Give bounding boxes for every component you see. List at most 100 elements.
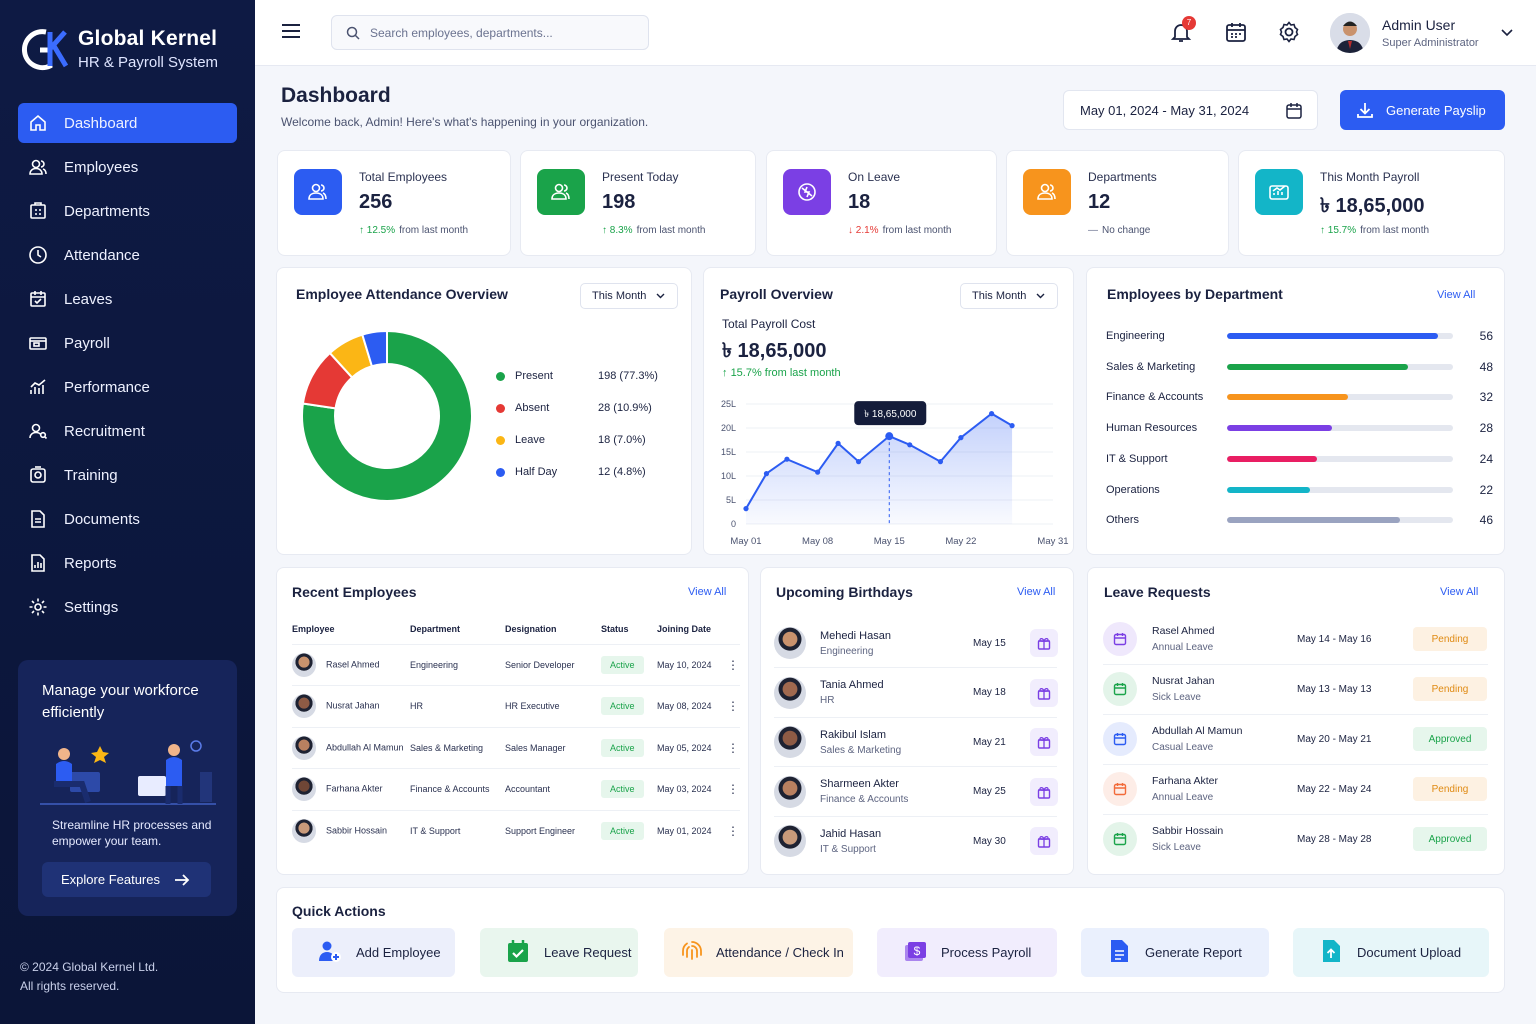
- quick-action-process-payroll[interactable]: $ Process Payroll: [877, 928, 1057, 977]
- send-wish-button[interactable]: [1030, 728, 1058, 756]
- chevron-down-icon: [1501, 29, 1513, 37]
- leave-request-item[interactable]: Sabbir Hossain Sick Leave May 28 - May 28 A…: [1103, 815, 1488, 863]
- page-title: Dashboard: [281, 84, 391, 107]
- send-wish-button[interactable]: [1030, 777, 1058, 806]
- send-wish-button[interactable]: [1030, 678, 1058, 707]
- birthdays-view-all-link[interactable]: View All: [1017, 586, 1056, 598]
- stat-change: — No change: [1088, 225, 1150, 236]
- training-icon: [30, 466, 46, 483]
- department-cell: Finance & Accounts: [410, 768, 505, 810]
- data-point[interactable]: [958, 435, 964, 441]
- sidebar-item-performance[interactable]: Performance: [18, 367, 237, 407]
- sidebar-item-departments[interactable]: Departments: [18, 191, 237, 231]
- departments-icon: [1023, 169, 1071, 215]
- sidebar-item-settings[interactable]: Settings: [18, 587, 237, 627]
- quick-action-add-employee[interactable]: Add Employee: [292, 928, 455, 977]
- stat-change-text: from last month: [1360, 225, 1430, 236]
- home-icon: [30, 114, 46, 131]
- data-point[interactable]: [815, 469, 821, 475]
- leave-request-item[interactable]: Farhana Akter Annual Leave May 22 - May 24…: [1103, 765, 1488, 813]
- send-wish-button[interactable]: [1030, 827, 1058, 855]
- attendance-period-select[interactable]: This Month: [580, 283, 678, 309]
- birthday-person: Jahid Hasan IT & Support: [820, 828, 970, 855]
- payroll-period-select[interactable]: This Month: [960, 283, 1058, 309]
- quick-action-attendance-check-in[interactable]: Attendance / Check In: [664, 928, 853, 977]
- leave-request-item[interactable]: Abdullah Al Mamun Casual Leave May 20 - Ma…: [1103, 715, 1488, 763]
- birthday-date: May 18: [973, 687, 1006, 698]
- table-row[interactable]: Nusrat Jahan HR HR Executive Active May 08, …: [292, 685, 740, 727]
- donut-slice-half-day[interactable]: [361, 330, 388, 368]
- col-header-actions: [727, 614, 740, 644]
- stat-card-departments[interactable]: Departments 12 — No change: [1006, 150, 1229, 256]
- kebab-menu-icon[interactable]: ⋮: [727, 782, 739, 797]
- stat-change-value: 15.7%: [1327, 225, 1357, 236]
- data-point[interactable]: [784, 456, 790, 462]
- recent-view-all-link[interactable]: View All: [688, 586, 727, 598]
- data-point[interactable]: [835, 440, 841, 446]
- data-point[interactable]: [763, 471, 770, 477]
- row-actions: ⋮: [727, 685, 740, 727]
- generate-payslip-button[interactable]: Generate Payslip: [1340, 90, 1505, 130]
- calendar-icon[interactable]: [1224, 20, 1248, 44]
- sidebar-item-attendance[interactable]: Attendance: [18, 235, 237, 275]
- sidebar-item-payroll[interactable]: Payroll: [18, 323, 237, 363]
- search-input[interactable]: Search employees, departments...: [331, 15, 649, 50]
- kebab-menu-icon[interactable]: ⋮: [727, 699, 739, 714]
- send-wish-button[interactable]: [1030, 629, 1058, 657]
- sidebar-item-training[interactable]: Training: [18, 455, 237, 495]
- sidebar-item-employees[interactable]: Employees: [18, 147, 237, 187]
- data-point[interactable]: [907, 442, 913, 448]
- legend-label: Leave: [515, 434, 545, 446]
- data-point[interactable]: [1009, 423, 1015, 429]
- brand-tagline: HR & Payroll System: [78, 54, 219, 71]
- payroll-total-value: ৳ 18,65,000: [722, 340, 827, 362]
- table-row[interactable]: Sabbir Hossain IT & Support Support Engine…: [292, 809, 740, 852]
- birthday-department: Finance & Accounts: [820, 794, 909, 805]
- date-range-picker[interactable]: May 01, 2024 - May 31, 2024: [1063, 90, 1318, 130]
- departments-view-all-link[interactable]: View All: [1437, 289, 1476, 301]
- area-fill: [746, 413, 1013, 524]
- kebab-menu-icon[interactable]: ⋮: [727, 824, 739, 838]
- leave-dates: May 20 - May 21: [1297, 733, 1372, 745]
- menu-icon[interactable]: [281, 23, 301, 39]
- brand[interactable]: Global Kernel HR & Payroll System: [20, 26, 218, 72]
- quick-action-document-upload[interactable]: Document Upload: [1293, 928, 1489, 977]
- data-point[interactable]: [885, 432, 894, 441]
- leave-view-all-link[interactable]: View All: [1440, 586, 1479, 598]
- stat-card-on-leave[interactable]: On Leave 18 ↓ 2.1% from last month: [766, 150, 997, 256]
- quick-action-leave-request[interactable]: Leave Request: [480, 928, 638, 977]
- kebab-menu-icon[interactable]: ⋮: [727, 740, 739, 755]
- quick-action-label: Leave Request: [544, 945, 632, 960]
- leave-request-item[interactable]: Rasel Ahmed Annual Leave May 14 - May 16 Pe…: [1103, 615, 1488, 663]
- data-point[interactable]: [989, 411, 995, 417]
- status-cell: Active: [601, 809, 657, 852]
- payroll-change-text: 15.7% from last month: [730, 367, 841, 379]
- table-row[interactable]: Farhana Akter Finance & Accounts Accountan…: [292, 768, 740, 810]
- quick-action-generate-report[interactable]: Generate Report: [1081, 928, 1269, 977]
- stat-card-total-employees[interactable]: Total Employees 256 ↑ 12.5% from last month: [277, 150, 511, 256]
- data-point[interactable]: [743, 506, 749, 512]
- birthday-name: Tania Ahmed: [820, 679, 884, 691]
- sidebar-item-leaves[interactable]: Leaves: [18, 279, 237, 319]
- data-point[interactable]: [855, 459, 862, 465]
- x-tick-label: May 01: [730, 536, 761, 547]
- leave-request-item[interactable]: Nusrat Jahan Sick Leave May 13 - May 13 Pen…: [1103, 665, 1488, 713]
- arrow-up-icon: ↑: [1320, 225, 1328, 236]
- stat-card-present-today[interactable]: Present Today 198 ↑ 8.3% from last month: [520, 150, 756, 256]
- kebab-menu-icon[interactable]: ⋮: [727, 657, 739, 672]
- sidebar-item-reports[interactable]: Reports: [18, 543, 237, 583]
- stat-card-monthly-payroll[interactable]: This Month Payroll ৳ 18,65,000 ↑ 15.7% from…: [1238, 150, 1505, 256]
- leave-person: Rasel Ahmed Annual Leave: [1152, 625, 1214, 653]
- explore-features-button[interactable]: Explore Features: [42, 862, 211, 897]
- data-point[interactable]: [937, 459, 944, 465]
- sidebar-item-documents[interactable]: Documents: [18, 499, 237, 539]
- table-row[interactable]: Abdullah Al Mamun Sales & Marketing Sales …: [292, 726, 740, 769]
- user-menu[interactable]: Admin User Super Administrator: [1330, 13, 1513, 53]
- recent-employees-title: Recent Employees: [292, 584, 417, 600]
- sidebar-item-recruitment[interactable]: Recruitment: [18, 411, 237, 451]
- joining-date-cell: May 10, 2024: [657, 643, 727, 686]
- sidebar-item-dashboard[interactable]: Dashboard: [18, 103, 237, 143]
- settings-icon[interactable]: [1277, 20, 1301, 44]
- table-row[interactable]: Rasel Ahmed Engineering Senior Developer Ac…: [292, 643, 740, 686]
- donut-slice-present[interactable]: [301, 330, 473, 502]
